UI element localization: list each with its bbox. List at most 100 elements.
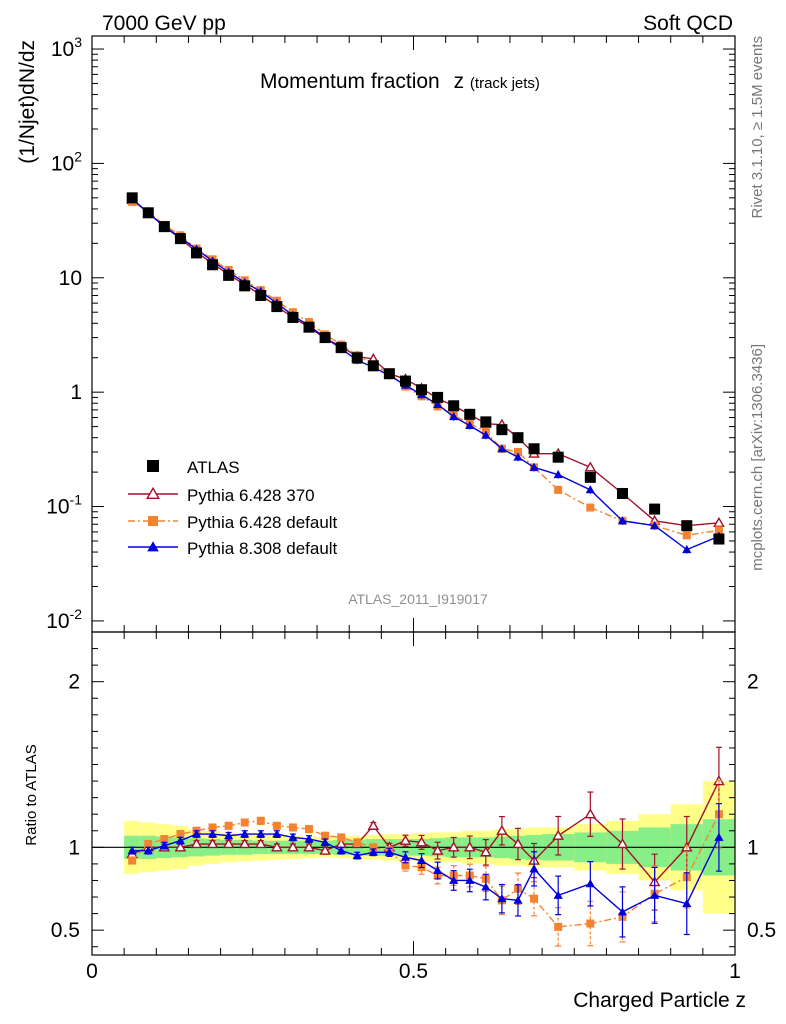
ratio-point: [174, 841, 187, 852]
ratio-point: [190, 838, 203, 849]
data-point: [126, 192, 138, 204]
series-atlas: [126, 192, 725, 545]
ratio-point: [256, 829, 266, 838]
ratio-tick-label: 1: [68, 836, 80, 859]
data-point: [585, 485, 595, 494]
ratio-point: [240, 829, 250, 838]
data-point: [416, 384, 428, 396]
ratio-point: [159, 841, 169, 850]
legend-entry: ATLAS: [147, 458, 240, 477]
data-point: [464, 408, 476, 420]
legend-label: Pythia 8.308 default: [187, 539, 338, 558]
data-point: [287, 311, 299, 323]
plot-title-sub: (track jets): [470, 75, 540, 92]
data-point: [319, 332, 331, 344]
data-point: [335, 342, 347, 354]
legend-label: Pythia 6.428 default: [187, 513, 338, 532]
data-point: [682, 531, 691, 540]
legend-entry: Pythia 6.428 370: [128, 486, 315, 505]
data-point: [367, 360, 379, 372]
legend-marker: [148, 516, 158, 526]
main-plot-series: [126, 192, 725, 554]
ratio-point: [530, 894, 539, 903]
data-point: [512, 432, 524, 444]
data-point: [174, 233, 186, 245]
ratio-point: [224, 821, 233, 830]
y-tick-base: 10: [51, 152, 74, 175]
ratio-point: [288, 823, 297, 832]
ratio-tick-label: 1: [747, 836, 759, 859]
ratio-point: [368, 847, 378, 856]
data-point: [681, 520, 693, 532]
y-axis-label: (1/Njet)dN/dz: [16, 40, 39, 164]
data-point: [432, 391, 444, 403]
data-point: [255, 290, 267, 302]
ratio-point: [222, 838, 235, 849]
y-tick-exponent: 3: [74, 34, 82, 50]
ratio-point: [160, 835, 169, 844]
ratio-point: [238, 838, 251, 849]
ratio-point: [336, 846, 346, 855]
y-tick-exponent: -1: [70, 492, 83, 508]
data-point: [584, 461, 597, 472]
ratio-point: [305, 825, 314, 834]
data-point: [497, 444, 507, 453]
data-point: [496, 424, 508, 436]
data-point: [554, 485, 563, 494]
data-point: [158, 221, 170, 233]
data-point: [383, 368, 395, 380]
data-point: [481, 430, 491, 439]
y-tick-base: 10: [46, 496, 69, 519]
ratio-point: [224, 831, 234, 840]
y-tick-label: 10-2: [46, 606, 82, 633]
ratio-point: [176, 830, 185, 839]
ratio-frame: [91, 631, 736, 956]
data-point: [351, 352, 363, 364]
ratio-point: [480, 846, 492, 857]
legend-label: ATLAS: [187, 458, 240, 477]
data-point: [513, 452, 523, 461]
data-point: [223, 269, 235, 281]
data-point: [528, 443, 540, 455]
ratio-point: [143, 846, 153, 855]
y-tick-base: 10: [51, 38, 74, 61]
ratio-point: [416, 855, 427, 865]
ratio-uncertainty-bands: [92, 781, 735, 914]
x-tick-label: 0: [86, 960, 98, 983]
data-point: [513, 447, 522, 456]
ratio-point: [415, 836, 428, 847]
legend-entry: Pythia 6.428 default: [128, 513, 338, 532]
data-point: [480, 416, 492, 428]
y-tick-label: 10-1: [46, 492, 82, 519]
series-pythia-6-428-370: [126, 193, 725, 530]
ratio-series-pythia-8-308-default: [127, 803, 724, 938]
x-axis-label: Charged Particle z: [573, 989, 746, 1012]
plot-title-var: z: [454, 70, 465, 93]
ratio-point: [496, 824, 508, 835]
data-point: [448, 400, 460, 412]
plot-title-main: Momentum fraction: [260, 70, 440, 93]
legend: ATLAS Pythia 6.428 370 Pythia 6.428 defaul…: [128, 458, 338, 558]
ratio-point: [288, 832, 298, 841]
data-point: [399, 375, 411, 387]
data-point: [650, 521, 660, 530]
data-point: [584, 471, 596, 483]
header-left: 7000 GeV pp: [102, 12, 226, 35]
ratio-point: [272, 829, 282, 838]
data-point: [616, 488, 628, 500]
ratio-point: [127, 846, 137, 855]
legend-marker: [146, 486, 160, 500]
ratio-point: [353, 838, 362, 847]
ratio-plot-series: [126, 746, 725, 947]
ratio-point: [271, 841, 283, 852]
ratio-point: [206, 838, 219, 849]
data-point: [303, 321, 315, 333]
ratio-point: [481, 882, 491, 891]
ratio-point: [584, 808, 597, 819]
y-tick-label: 103: [51, 34, 82, 61]
ratio-point: [465, 875, 475, 884]
y-tick-base: 10: [46, 610, 69, 633]
data-point: [142, 207, 154, 219]
